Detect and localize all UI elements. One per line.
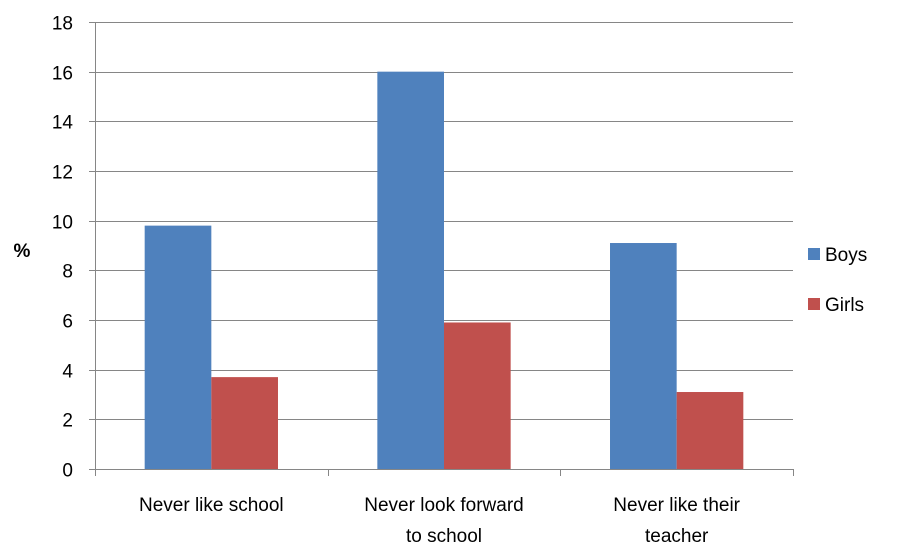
y-tick-label: 10 (52, 213, 73, 234)
legend-swatch-boys (808, 248, 820, 260)
legend-swatch-girls (808, 298, 820, 310)
legend-label-girls: Girls (825, 295, 864, 316)
bar-girls-2 (444, 322, 511, 469)
bar-boys-2 (377, 71, 444, 470)
bar-girls-3 (676, 392, 744, 469)
y-tick-label: 8 (62, 262, 73, 283)
y-axis-label: % (14, 241, 31, 262)
y-tick-label: 6 (62, 312, 73, 333)
y-tick-label: 4 (62, 362, 73, 383)
x-tick-label: Never like school (139, 495, 284, 516)
bar-girls-1 (211, 377, 278, 469)
y-tick-label: 16 (52, 64, 73, 85)
x-tick-label: Never look forward (364, 495, 523, 516)
legend-label-boys: Boys (825, 245, 867, 266)
bar-boys-1 (144, 225, 212, 469)
x-tick-labels: Never like school Never look forward to sc… (139, 495, 741, 547)
x-tick-label: teacher (645, 526, 709, 547)
y-tick-label: 0 (62, 461, 73, 482)
axes (89, 22, 794, 476)
y-tick-label: 18 (52, 14, 73, 35)
bars (144, 71, 744, 470)
x-tick-label: Never like their (613, 495, 740, 516)
y-tick-label: 2 (62, 411, 73, 432)
y-tick-label: 12 (52, 163, 73, 184)
y-tick-label: 14 (52, 113, 74, 134)
bar-boys-3 (610, 243, 677, 469)
x-tick-label: to school (406, 526, 482, 547)
y-tick-labels: 0 2 4 6 8 10 12 14 16 18 (52, 14, 74, 482)
legend: Boys Girls (808, 245, 867, 316)
